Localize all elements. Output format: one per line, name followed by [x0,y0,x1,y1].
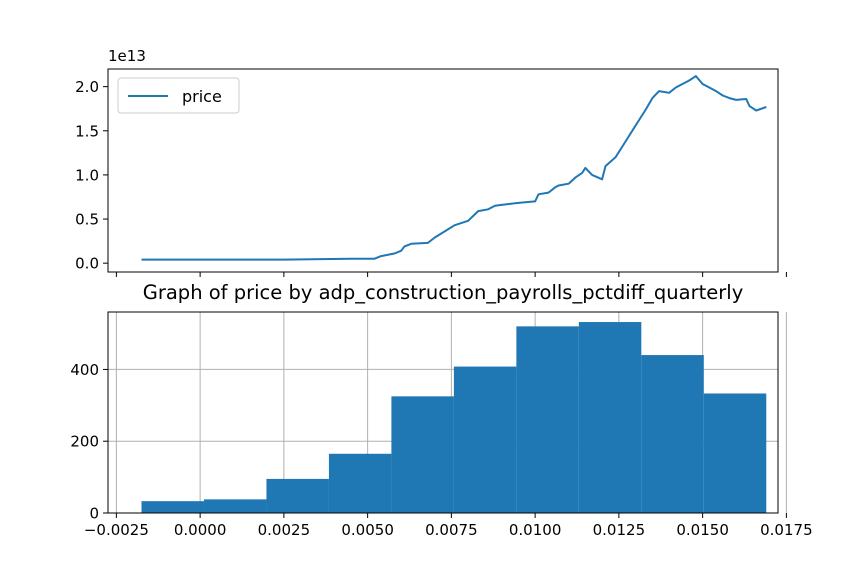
histogram-x-ticks: −0.0025 0.0000 0.0025 0.0050 0.0075 0.0100 0.0… [84,513,813,539]
histogram-axes: −0.0025 0.0000 0.0025 0.0050 0.0075 0.0100 0.0… [70,311,813,539]
histogram-title: Graph of price by adp_construction_payro… [143,281,744,304]
histogram-bar [641,355,704,513]
line-chart-legend: price [117,77,240,114]
line-chart-axes: 0.0 0.5 1.0 1.5 2.0 1e13 price [75,47,787,277]
line-chart-y-tick-label: 0.5 [75,211,99,229]
histogram-x-tick-label: 0.0125 [593,521,646,539]
histogram-y-ticks: 0 200 400 [70,361,108,523]
histogram-bar [141,501,204,513]
histogram-y-tick-label: 200 [70,433,99,451]
histogram-x-tick-label: 0.0075 [425,521,478,539]
histogram-x-tick-label: 0.0025 [258,521,311,539]
histogram-bar [516,326,579,513]
histogram-x-tick-label: 0.0050 [341,521,394,539]
line-chart-offset-label: 1e13 [108,47,146,65]
histogram-y-tick-label: 0 [89,505,99,523]
line-chart-y-ticks: 0.0 0.5 1.0 1.5 2.0 [75,78,108,273]
histogram-bar [203,499,267,513]
legend-price-label: price [182,87,222,106]
line-chart-y-tick-label: 1.5 [75,122,99,140]
histogram-bar [703,393,767,513]
histogram-x-tick-label: 0.0175 [760,521,813,539]
histogram-x-tick-label: 0.0150 [676,521,729,539]
line-chart-y-tick-label: 0.0 [75,255,99,273]
line-chart-y-tick-label: 2.0 [75,78,99,96]
histogram-bar [391,396,454,513]
histogram-bar [266,478,329,513]
line-series-price [141,75,767,261]
histogram-bar [328,453,392,513]
line-chart-x-ticks [115,272,787,277]
histogram-bar [453,366,517,513]
line-chart-frame [107,68,779,273]
histogram-x-tick-label: −0.0025 [84,521,149,539]
histogram-x-tick-label: 0.0100 [509,521,562,539]
legend-box [117,77,240,114]
line-chart-series [141,75,767,261]
histogram-x-tick-label: 0.0000 [174,521,227,539]
histogram-bars [141,322,767,513]
histogram-frame [107,311,779,514]
histogram-bar [578,322,642,513]
histogram-y-tick-label: 400 [70,361,99,379]
line-chart-y-tick-label: 1.0 [75,166,99,184]
